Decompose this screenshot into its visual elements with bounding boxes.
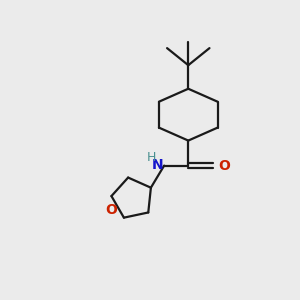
Text: N: N (151, 158, 163, 172)
Text: O: O (218, 159, 230, 172)
Text: O: O (106, 202, 117, 217)
Text: H: H (147, 151, 157, 164)
